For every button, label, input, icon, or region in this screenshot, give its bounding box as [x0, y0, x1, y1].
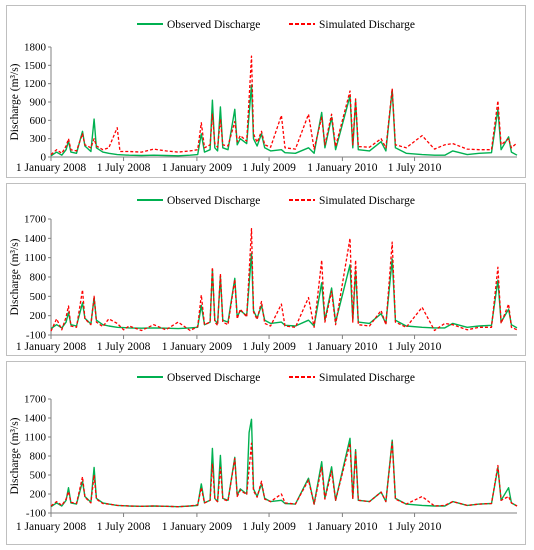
x-tick-label: 1 January 2009 — [162, 521, 233, 533]
x-tick-label: 1 January 2008 — [16, 521, 87, 533]
y-tick-label: 1500 — [24, 60, 47, 72]
y-tick-label: 1400 — [24, 233, 47, 245]
y-tick-label: 1800 — [24, 42, 47, 54]
x-tick-label: 1 July 2009 — [242, 521, 296, 533]
legend-label: Observed Discharge — [167, 19, 260, 31]
series-observed-line — [50, 418, 518, 508]
legend-label: Simulated Discharge — [319, 19, 415, 31]
legend-label: Observed Discharge — [167, 372, 260, 384]
x-tick-label: 1 January 2009 — [162, 341, 233, 353]
x-tick-label: 1 July 2010 — [388, 341, 442, 353]
y-tick-label: 800 — [30, 272, 47, 284]
y-tick-label: 1100 — [24, 252, 46, 264]
x-tick-label: 1 July 2010 — [388, 162, 442, 174]
y-tick-label: 1700 — [24, 394, 47, 406]
x-tick-label: 1 January 2008 — [16, 162, 87, 174]
x-tick-label: 1 January 2010 — [307, 341, 378, 353]
y-tick-label: 900 — [30, 97, 47, 109]
y-tick-label: 1100 — [24, 432, 46, 444]
y-axis-label: Discharge (m³/s) — [9, 238, 21, 315]
x-tick-label: 1 January 2010 — [307, 162, 378, 174]
chart-panel-1: 0 300 600 900 1200 1500 1800 Discharge (m³/s) 1 … — [6, 5, 526, 178]
chart-panel-2: -100 200 500 800 1100 1400 1700 Discharge (m³/s… — [6, 183, 526, 356]
x-tick-label: 1 July 2009 — [242, 162, 296, 174]
y-tick-label: 200 — [30, 489, 47, 501]
y-tick-label: 200 — [30, 310, 47, 322]
y-tick-label: 300 — [30, 133, 47, 145]
series-simulated-line — [50, 228, 518, 332]
x-tick-label: 1 July 2008 — [97, 162, 151, 174]
x-tick-label: 1 January 2010 — [307, 521, 378, 533]
series-observed-line — [50, 252, 518, 330]
legend-label: Observed Discharge — [167, 195, 260, 207]
y-axis-label: Discharge (m³/s) — [9, 417, 21, 494]
y-tick-label: -100 — [26, 508, 47, 520]
x-tick-label: 1 July 2008 — [97, 341, 151, 353]
y-tick-label: 0 — [41, 152, 47, 164]
y-tick-label: 600 — [30, 115, 47, 127]
x-tick-label: 1 July 2010 — [388, 521, 442, 533]
y-tick-label: -100 — [26, 330, 47, 342]
legend-label: Simulated Discharge — [319, 372, 415, 384]
y-tick-label: 500 — [30, 291, 47, 303]
legend-label: Simulated Discharge — [319, 195, 415, 207]
y-tick-label: 500 — [30, 470, 47, 482]
y-tick-label: 1700 — [24, 214, 47, 226]
series-simulated-line — [50, 441, 518, 508]
y-tick-label: 1400 — [24, 413, 47, 425]
x-tick-label: 1 July 2009 — [242, 341, 296, 353]
series-observed-line — [50, 84, 518, 157]
y-tick-label: 800 — [30, 451, 47, 463]
x-tick-label: 1 July 2008 — [97, 521, 151, 533]
chart-panel-3: -100 200 500 800 1100 1400 1700 Discharge (m³/s… — [6, 361, 526, 545]
y-tick-label: 1200 — [24, 78, 47, 90]
x-tick-label: 1 January 2008 — [16, 341, 87, 353]
x-tick-label: 1 January 2009 — [162, 162, 233, 174]
series-simulated-line — [50, 55, 518, 156]
y-axis-label: Discharge (m³/s) — [9, 63, 21, 140]
